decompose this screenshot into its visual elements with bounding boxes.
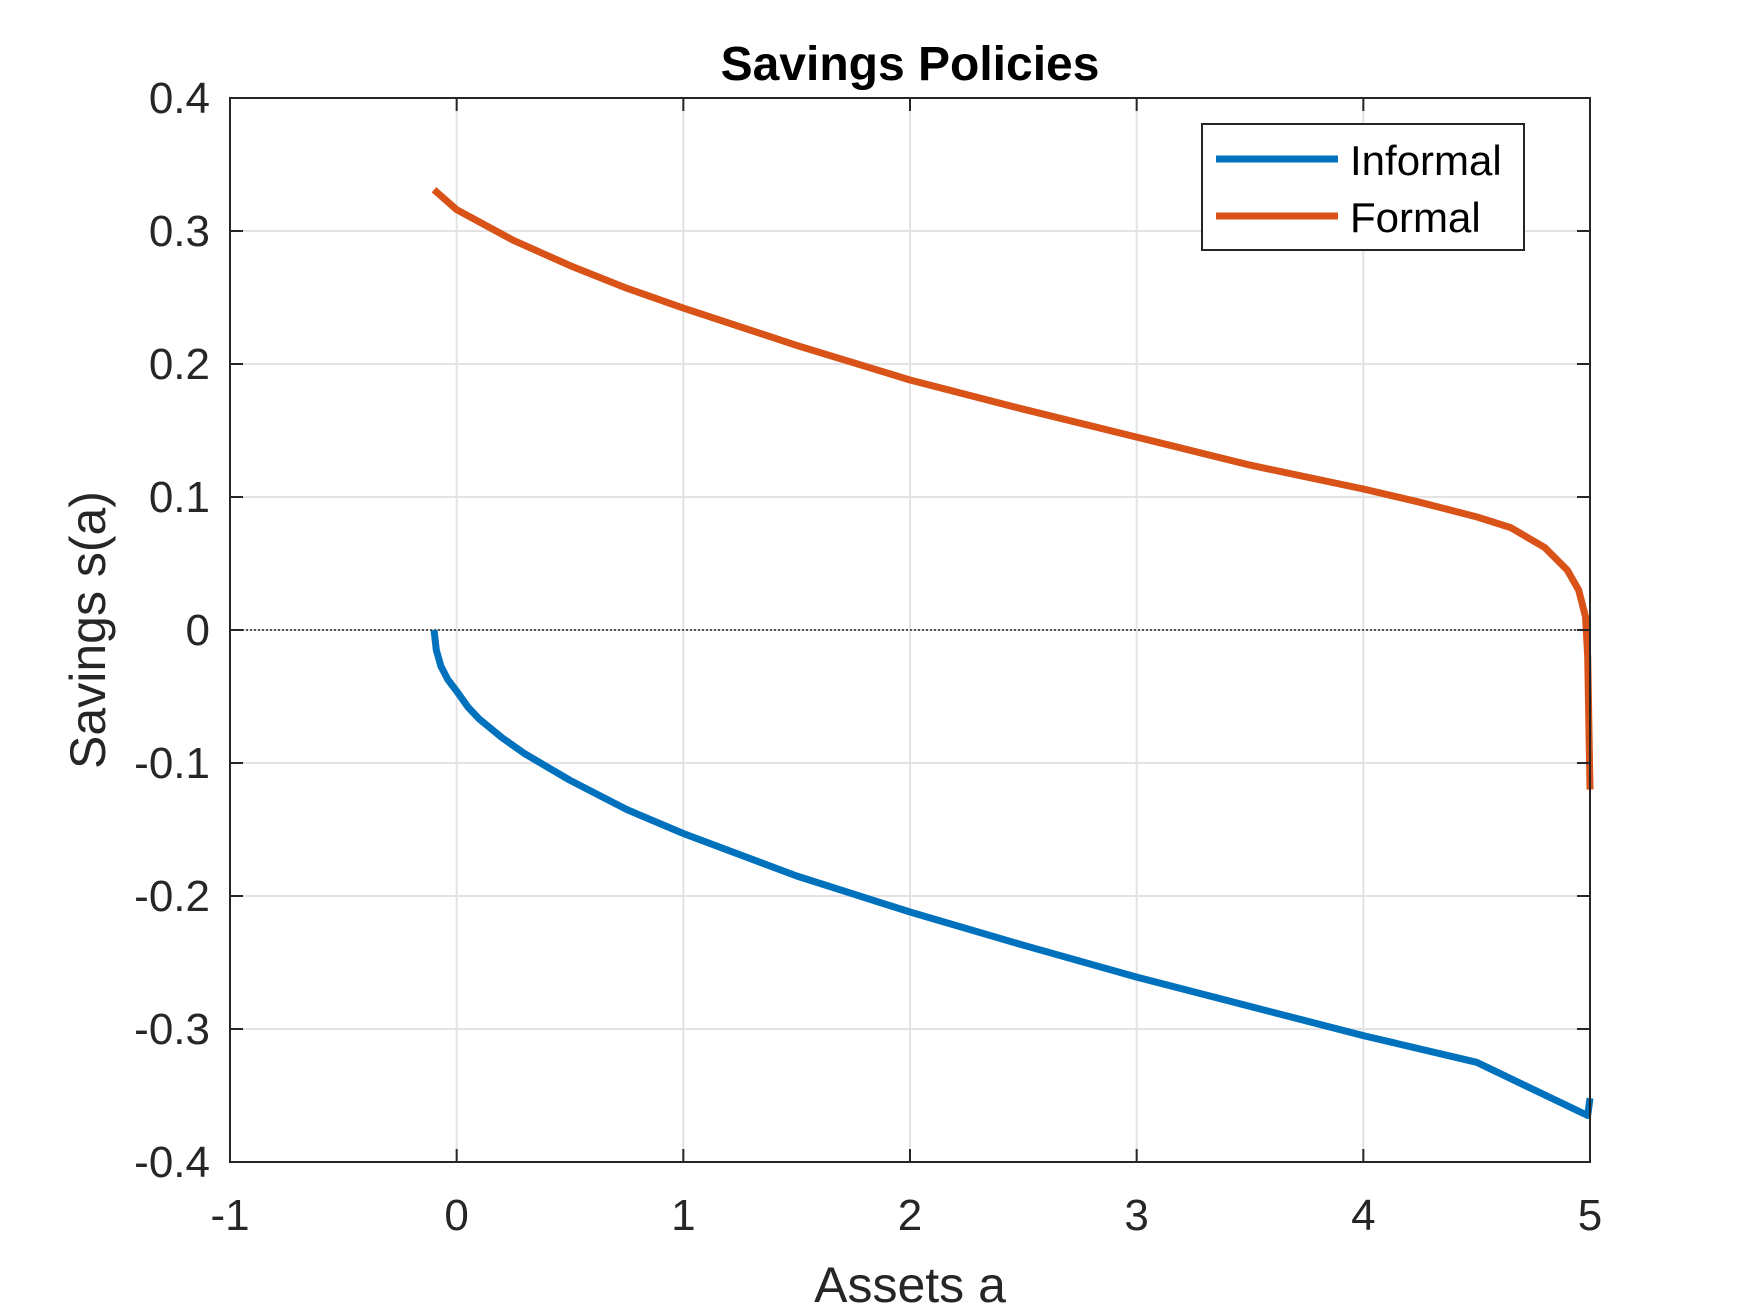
y-tick-label: 0.3 bbox=[149, 207, 210, 256]
x-axis-label: Assets a bbox=[814, 1257, 1006, 1313]
x-tick-label: 3 bbox=[1124, 1191, 1148, 1240]
y-tick-label: -0.4 bbox=[134, 1138, 210, 1187]
y-tick-labels: -0.4 -0.3 -0.2 -0.1 0 0.1 0.2 0.3 0.4 bbox=[134, 74, 210, 1187]
x-tick-label: 0 bbox=[444, 1191, 468, 1240]
x-tick-label: -1 bbox=[210, 1191, 249, 1240]
chart-title: Savings Policies bbox=[721, 38, 1100, 91]
y-tick-label: 0.2 bbox=[149, 340, 210, 389]
y-tick-label: 0.4 bbox=[149, 74, 210, 123]
legend-label-formal: Formal bbox=[1350, 194, 1481, 241]
x-tick-label: 4 bbox=[1351, 1191, 1375, 1240]
y-tick-label: 0 bbox=[186, 606, 210, 655]
series-line-informal bbox=[430, 629, 1594, 1119]
y-tick-label: -0.3 bbox=[134, 1005, 210, 1054]
y-tick-label: -0.2 bbox=[134, 872, 210, 921]
x-tick-labels: -1 0 1 2 3 4 5 bbox=[210, 1191, 1602, 1240]
y-axis-label: Savings s(a) bbox=[60, 491, 116, 769]
legend: Informal Formal bbox=[1201, 123, 1525, 251]
series-lines bbox=[430, 187, 1594, 1119]
axis-ticks bbox=[229, 97, 1591, 1163]
legend-label-informal: Informal bbox=[1350, 137, 1502, 184]
x-tick-label: 1 bbox=[671, 1191, 695, 1240]
x-tick-label: 2 bbox=[898, 1191, 922, 1240]
series-line-formal bbox=[431, 187, 1594, 790]
x-tick-label: 5 bbox=[1578, 1191, 1602, 1240]
legend-box bbox=[1201, 123, 1525, 251]
y-tick-label: 0.1 bbox=[149, 473, 210, 522]
y-tick-label: -0.1 bbox=[134, 739, 210, 788]
